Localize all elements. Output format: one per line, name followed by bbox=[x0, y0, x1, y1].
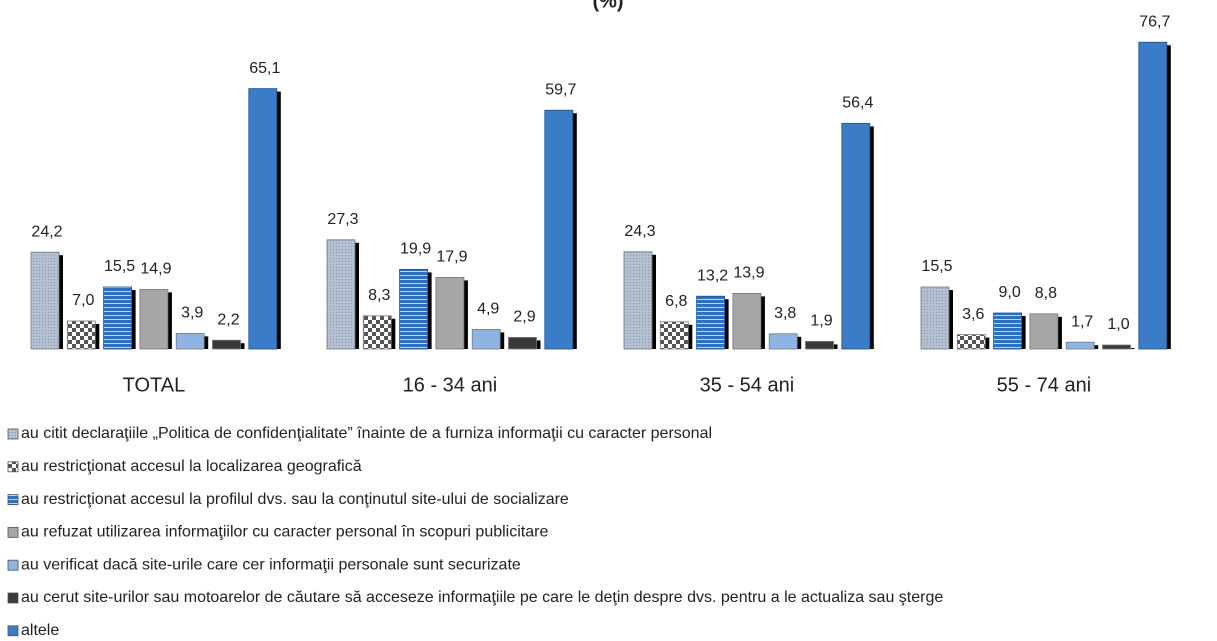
bar bbox=[139, 288, 169, 350]
data-label: 6,8 bbox=[665, 293, 687, 310]
legend-label: altele bbox=[21, 622, 59, 639]
legend-swatch bbox=[7, 494, 19, 506]
bar bbox=[1138, 41, 1168, 350]
legend-swatch bbox=[7, 527, 19, 538]
bar bbox=[1029, 313, 1059, 350]
data-label: 17,9 bbox=[436, 249, 467, 266]
bar bbox=[544, 109, 574, 350]
x-tick-label: 35 - 54 ani bbox=[700, 374, 795, 396]
x-tick-label: TOTAL bbox=[123, 374, 186, 396]
chart-title: (%) bbox=[592, 0, 623, 12]
data-label: 15,5 bbox=[921, 258, 952, 275]
data-label: 15,5 bbox=[104, 258, 135, 275]
bar bbox=[1102, 344, 1131, 350]
data-label: 9,0 bbox=[998, 284, 1020, 301]
bar bbox=[993, 312, 1022, 350]
data-label: 13,9 bbox=[733, 265, 764, 282]
data-label: 8,3 bbox=[368, 287, 390, 304]
data-label: 8,8 bbox=[1035, 285, 1057, 302]
bar bbox=[471, 328, 501, 350]
bar bbox=[175, 332, 205, 350]
bar bbox=[805, 340, 834, 350]
data-label: 65,1 bbox=[249, 60, 280, 77]
bar bbox=[659, 321, 689, 350]
data-label: 3,8 bbox=[774, 305, 796, 322]
data-label: 59,7 bbox=[545, 81, 576, 98]
legend-label: au verificat dacă site-urile care cer in… bbox=[21, 556, 521, 573]
bar bbox=[103, 286, 132, 350]
legend-label: au refuzat utilizarea informaţiilor cu c… bbox=[21, 524, 548, 541]
data-label: 24,3 bbox=[624, 223, 655, 240]
data-label: 1,0 bbox=[1107, 316, 1129, 333]
legend-swatch bbox=[7, 461, 19, 473]
legend-swatch bbox=[7, 625, 19, 637]
bar bbox=[623, 251, 653, 350]
data-label: 2,2 bbox=[217, 311, 239, 328]
bar bbox=[1065, 341, 1095, 350]
bar bbox=[696, 295, 725, 350]
legend-label: au citit declaraţiile „Politica de confi… bbox=[21, 425, 712, 442]
bar bbox=[362, 315, 392, 350]
bar bbox=[508, 336, 537, 350]
bar bbox=[66, 320, 96, 350]
x-tick-label: 16 - 34 ani bbox=[403, 374, 498, 396]
data-label: 27,3 bbox=[327, 211, 358, 228]
legend-label: au cerut site-urilor sau motoarelor de c… bbox=[21, 589, 943, 606]
bar bbox=[399, 268, 429, 350]
bar bbox=[326, 239, 356, 350]
bar bbox=[768, 333, 798, 350]
bar bbox=[248, 88, 278, 350]
data-label: 7,0 bbox=[72, 292, 94, 309]
legend-swatch bbox=[7, 559, 19, 571]
data-label: 4,9 bbox=[477, 301, 499, 318]
data-label: 2,9 bbox=[513, 309, 535, 326]
data-label: 24,2 bbox=[31, 223, 62, 240]
data-label: 14,9 bbox=[140, 261, 171, 278]
data-label: 1,7 bbox=[1071, 313, 1093, 330]
legend-swatch bbox=[7, 592, 19, 604]
data-label: 19,9 bbox=[400, 241, 431, 258]
data-label: 3,6 bbox=[962, 306, 984, 323]
bar bbox=[841, 123, 871, 350]
data-label: 56,4 bbox=[842, 95, 873, 112]
data-label: 3,9 bbox=[181, 305, 203, 322]
legend-label: au restricţionat accesul la localizarea … bbox=[21, 458, 362, 475]
data-label: 13,2 bbox=[697, 267, 728, 284]
bar bbox=[920, 286, 950, 350]
bar bbox=[435, 276, 465, 350]
bar bbox=[30, 251, 60, 350]
bar bbox=[212, 339, 241, 350]
data-label: 76,7 bbox=[1139, 13, 1170, 30]
legend-swatch bbox=[7, 428, 19, 440]
bar bbox=[956, 334, 986, 350]
legend-label: au restricţionat accesul la profilul dvs… bbox=[21, 491, 569, 508]
bar bbox=[732, 292, 762, 350]
data-label: 1,9 bbox=[810, 313, 832, 330]
x-tick-label: 55 - 74 ani bbox=[997, 374, 1092, 396]
